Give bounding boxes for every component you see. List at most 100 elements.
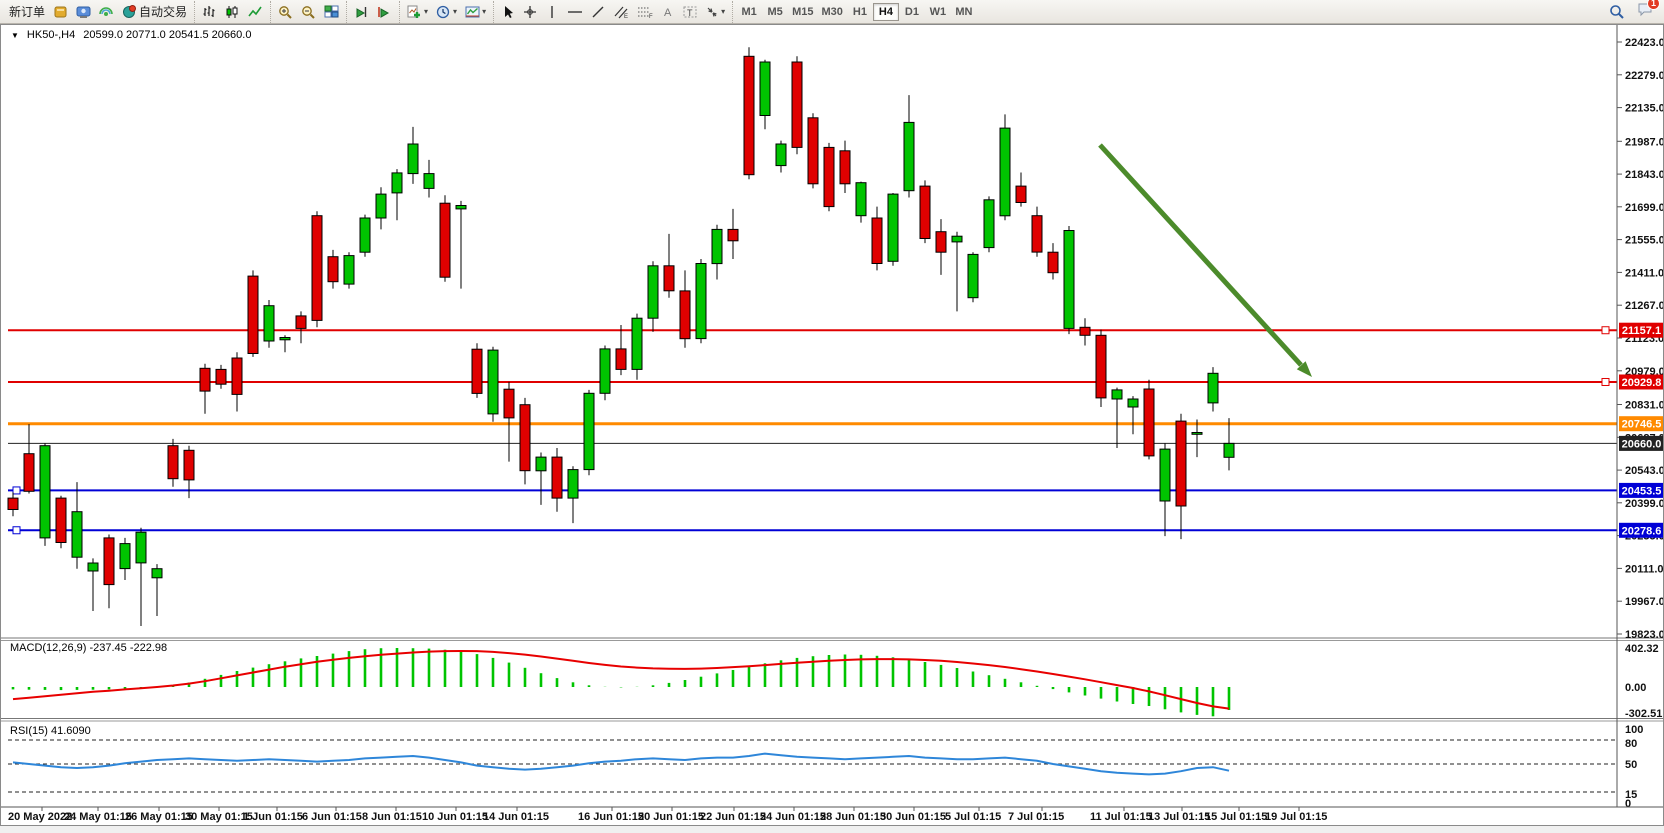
vline-tool-button[interactable] (541, 2, 563, 22)
search-button[interactable] (1605, 2, 1629, 22)
bar-chart-button[interactable] (198, 2, 221, 22)
svg-text:21157.1: 21157.1 (1622, 325, 1661, 337)
svg-text:19967.0: 19967.0 (1625, 596, 1663, 608)
svg-text:19 Jul 01:15: 19 Jul 01:15 (1265, 811, 1327, 823)
templates-caret: ▾ (482, 7, 487, 16)
svg-text:0.00: 0.00 (1625, 682, 1646, 694)
terminal-icon-button[interactable] (72, 2, 95, 22)
svg-text:5 Jul 01:15: 5 Jul 01:15 (945, 811, 1001, 823)
notification-badge: 1 (1647, 0, 1660, 10)
timeframe-h4-button[interactable]: H4 (872, 2, 899, 21)
toolbar-group-drawing: E F A T ▾ (493, 0, 732, 23)
svg-text:F: F (649, 14, 653, 19)
rsi-pane: RSI(15) 41.6090 (8, 725, 1617, 793)
toolbar: 新订单 自动交易 (0, 0, 1664, 24)
svg-text:15: 15 (1625, 789, 1637, 801)
indicators-icon (407, 5, 421, 18)
toolbar-group-zoom (270, 0, 346, 23)
timeframe-m15-button[interactable]: M15 (788, 3, 817, 21)
text-tool-button[interactable]: A (657, 2, 679, 22)
hline-tool-button[interactable] (563, 2, 587, 22)
toolbar-group-objects: ▾ ▾ ▾ (399, 0, 493, 23)
new-order-button[interactable]: 新订单 (5, 2, 49, 22)
line-chart-button[interactable] (244, 2, 267, 22)
chart-canvas[interactable]: MACD(12,26,9) -237.45 -222.98 RSI(15) 41.… (1, 25, 1663, 825)
svg-text:22135.0: 22135.0 (1625, 103, 1663, 115)
chevron-down-icon[interactable]: ▼ (11, 30, 19, 40)
svg-text:22423.0: 22423.0 (1625, 37, 1663, 49)
new-order-label: 新订单 (9, 5, 46, 19)
svg-text:26 May 01:15: 26 May 01:15 (125, 811, 193, 823)
toolbar-right: 1 (1605, 0, 1664, 22)
timeframe-m30-button[interactable]: M30 (818, 3, 847, 21)
svg-text:20831.0: 20831.0 (1625, 400, 1663, 412)
svg-text:-302.51: -302.51 (1625, 708, 1662, 720)
timeframe-w1-button[interactable]: W1 (925, 3, 951, 21)
svg-text:21267.0: 21267.0 (1625, 300, 1663, 312)
svg-text:8 Jun 01:15: 8 Jun 01:15 (362, 811, 422, 823)
template-icon (465, 6, 480, 17)
gold-book-icon (54, 6, 67, 17)
arrows-tool-button[interactable]: ▾ (701, 2, 729, 22)
svg-text:24 May 01:15: 24 May 01:15 (64, 811, 132, 823)
zoom-out-button[interactable] (297, 2, 320, 22)
zoom-in-button[interactable] (274, 2, 297, 22)
fibonacci-tool-button[interactable]: F (633, 2, 657, 22)
svg-text:E: E (624, 14, 628, 19)
svg-text:24 Jun 01:15: 24 Jun 01:15 (760, 811, 826, 823)
periods-button[interactable]: ▾ (432, 2, 461, 22)
chart-shift-icon (356, 6, 367, 18)
svg-text:21699.0: 21699.0 (1625, 202, 1663, 214)
svg-text:15 Jul 01:15: 15 Jul 01:15 (1205, 811, 1267, 823)
svg-text:20 May 2022: 20 May 2022 (8, 811, 72, 823)
terminal-icon (76, 6, 91, 18)
channel-tool-button[interactable]: E (609, 2, 633, 22)
svg-text:80: 80 (1625, 738, 1637, 750)
crosshair-icon (524, 5, 537, 18)
svg-text:20929.8: 20929.8 (1622, 377, 1662, 389)
signal-icon (99, 6, 113, 16)
tile-windows-button[interactable] (320, 2, 343, 22)
timeframe-h1-button[interactable]: H1 (847, 3, 873, 21)
tile-windows-icon (324, 5, 339, 17)
candlestick-chart-button[interactable] (221, 2, 244, 22)
text-icon: A (664, 7, 672, 19)
price-axis: 22423.0 22279.0 22135.0 21987.0 21843.0 21699… (1616, 25, 1663, 810)
svg-text:MACD(12,26,9) -237.45 -222.98: MACD(12,26,9) -237.45 -222.98 (10, 642, 167, 654)
svg-text:402.32: 402.32 (1625, 643, 1659, 655)
horizontal-line-icon (568, 10, 583, 13)
signals-button[interactable] (95, 2, 118, 22)
chart-title: ▼ HK50-,H4 20599.0 20771.0 20541.5 20660… (11, 29, 251, 41)
svg-text:20453.5: 20453.5 (1622, 485, 1662, 497)
text-label-tool-button[interactable]: T (679, 2, 701, 22)
indicators-button[interactable]: ▾ (403, 2, 432, 22)
svg-text:14 Jun 01:15: 14 Jun 01:15 (483, 811, 549, 823)
auto-scroll-button[interactable] (373, 2, 396, 22)
svg-text:21411.0: 21411.0 (1625, 267, 1663, 279)
timeframe-m1-button[interactable]: M1 (736, 3, 762, 21)
autotrading-button[interactable]: 自动交易 (118, 2, 191, 22)
timeframe-mn-button[interactable]: MN (951, 3, 977, 21)
svg-text:19823.0: 19823.0 (1625, 629, 1663, 641)
cursor-tool-button[interactable] (497, 2, 519, 22)
trendline-tool-button[interactable] (587, 2, 609, 22)
svg-text:A: A (664, 7, 672, 19)
arrows-icon (707, 7, 717, 17)
cursor-icon (504, 5, 513, 18)
svg-text:T: T (687, 8, 693, 18)
chart-shift-button[interactable] (350, 2, 373, 22)
timeframe-m5-button[interactable]: M5 (762, 3, 788, 21)
svg-text:20 Jun 01:15: 20 Jun 01:15 (638, 811, 704, 823)
market-watch-icon[interactable] (49, 2, 72, 22)
svg-text:10 Jun 01:15: 10 Jun 01:15 (422, 811, 488, 823)
crosshair-tool-button[interactable] (519, 2, 541, 22)
trendline-icon (592, 6, 604, 17)
candles-layer (7, 47, 1235, 626)
timeframe-d1-button[interactable]: D1 (899, 3, 925, 21)
toolbar-group-timeframes: M1 M5 M15 M30 H1 H4 D1 W1 MN (732, 0, 980, 23)
templates-button[interactable]: ▾ (461, 2, 490, 22)
vertical-line-icon (551, 5, 553, 18)
notifications[interactable]: 1 (1637, 0, 1660, 22)
svg-text:21987.0: 21987.0 (1625, 136, 1663, 148)
